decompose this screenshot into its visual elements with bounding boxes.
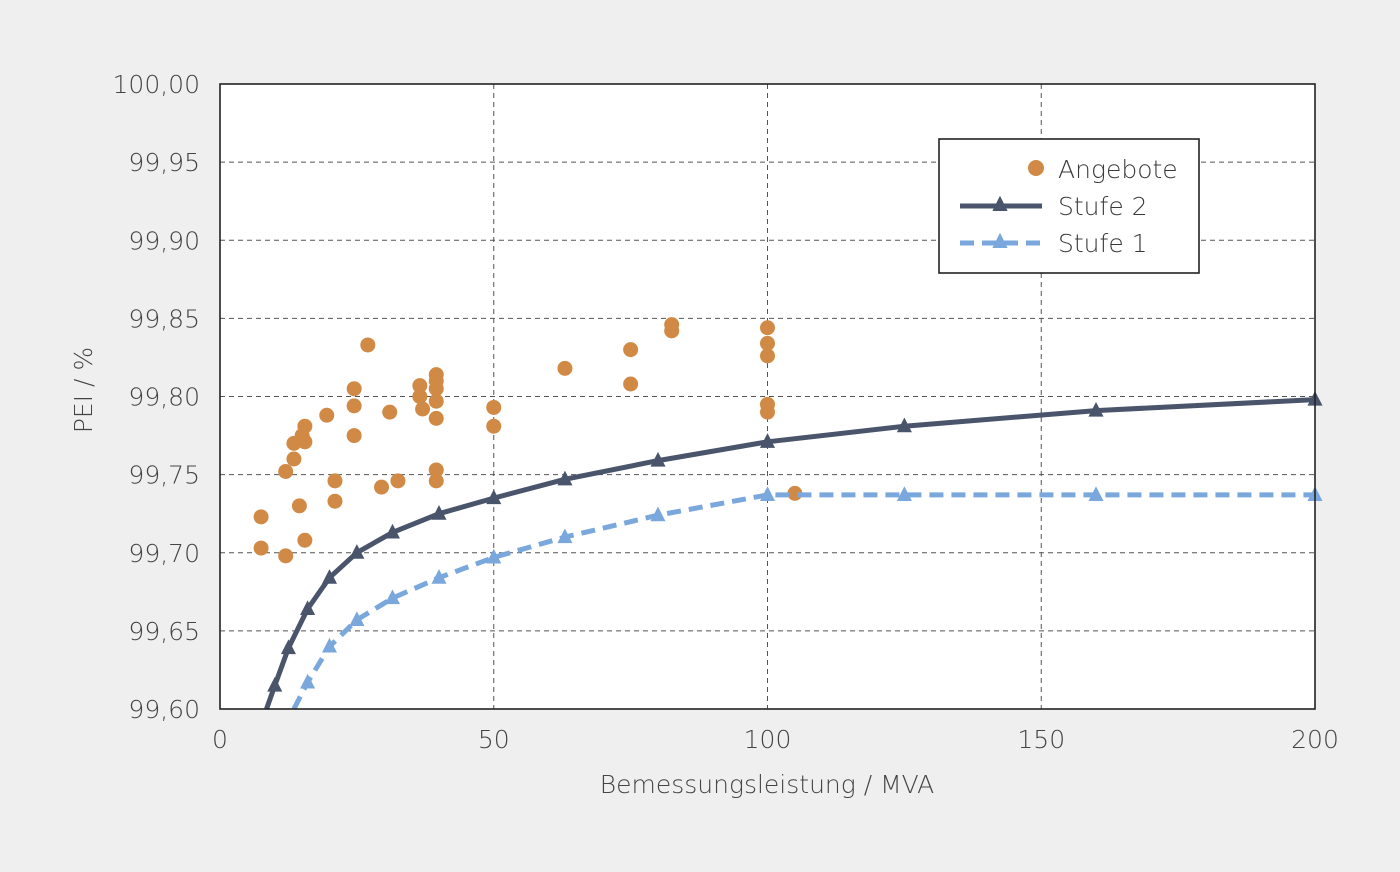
series-layer: [253, 317, 1323, 711]
scatter-point: [374, 479, 390, 495]
scatter-point: [278, 548, 294, 564]
line-marker: [321, 569, 338, 584]
scatter-point: [297, 532, 313, 548]
line-marker: [557, 470, 573, 486]
line-marker: [896, 486, 912, 501]
line-marker: [557, 528, 573, 544]
line-marker: [321, 637, 338, 653]
y-tick-label: 99,90: [128, 226, 200, 255]
legend-label-angebote: Angebote: [1058, 155, 1178, 184]
tick-labels: 0 50 100 150 200 99,60 99,65 99,70 99,75 99,80 99,…: [113, 70, 1339, 754]
scatter-point: [557, 360, 573, 376]
scatter-point: [346, 428, 362, 444]
line-marker: [349, 611, 365, 626]
series-1: [253, 317, 803, 564]
legend-label-stufe-2: Stufe 2: [1058, 192, 1148, 221]
scatter-point: [390, 473, 406, 489]
line-marker: [486, 489, 502, 505]
x-tick-label: 150: [1017, 725, 1065, 754]
scatter-point: [253, 540, 269, 556]
x-tick-label: 200: [1291, 725, 1339, 754]
line-marker: [759, 486, 776, 501]
line-marker: [431, 569, 447, 584]
scatter-point: [623, 342, 639, 358]
line-marker: [349, 544, 365, 559]
scatter-point: [291, 498, 307, 514]
series-3: [291, 486, 1323, 711]
scatter-point: [428, 381, 444, 397]
scatter-point: [428, 393, 444, 409]
line-marker: [1088, 486, 1104, 501]
scatter-point: [486, 399, 502, 415]
y-tick-label: 99,75: [128, 461, 200, 490]
line-marker: [300, 600, 316, 615]
scatter-point: [760, 320, 775, 336]
scatter-point: [428, 473, 444, 489]
scatter-point: [360, 337, 376, 353]
x-tick-label: 100: [744, 725, 792, 754]
scatter-point: [760, 335, 775, 351]
scatter-point: [382, 404, 398, 420]
line-marker: [431, 505, 447, 520]
line-marker: [280, 639, 296, 655]
line-marker: [650, 451, 666, 467]
y-tick-label: 99,70: [128, 539, 200, 568]
legend-marker-angebote: [1028, 160, 1044, 176]
y-tick-label: 99,60: [128, 695, 200, 724]
line-marker: [896, 417, 912, 433]
scatter-point: [412, 378, 428, 394]
line-marker: [384, 589, 400, 605]
y-tick-label: 100,00: [113, 70, 200, 99]
series-2: [264, 390, 1323, 710]
scatter-point: [428, 462, 444, 478]
x-tick-label: 50: [478, 725, 510, 754]
line-marker: [759, 433, 776, 448]
plot-frame: [219, 83, 1316, 710]
scatter-point: [664, 323, 680, 339]
scatter-point: [623, 376, 639, 392]
y-tick-label: 99,65: [128, 617, 200, 646]
line-marker: [1088, 401, 1104, 417]
legend: Angebote Stufe 2 Stufe 1: [938, 138, 1200, 274]
legend-label-stufe-1: Stufe 1: [1058, 229, 1148, 258]
scatter-point: [297, 418, 313, 434]
y-tick-label: 99,95: [128, 148, 200, 177]
scatter-point: [486, 418, 502, 434]
legend-marker-stufe-1: [992, 232, 1008, 248]
y-axis-title: PEI / %: [69, 347, 98, 433]
x-axis-title: Bemessungsleistung / MVA: [600, 770, 935, 799]
scatter-point: [346, 398, 362, 414]
y-tick-label: 99,85: [128, 304, 200, 333]
scatter-point: [412, 389, 428, 404]
line-marker: [486, 548, 502, 564]
scatter-point: [760, 404, 775, 420]
legend-marker-stufe-2: [992, 195, 1008, 211]
line-marker: [650, 506, 666, 522]
scatter-point: [346, 381, 362, 397]
scatter-point: [253, 509, 269, 525]
scatter-point: [286, 451, 302, 467]
line-marker: [384, 523, 400, 539]
x-tick-label: 0: [212, 725, 228, 754]
scatter-point: [760, 348, 775, 364]
scatter-point: [327, 493, 343, 509]
scatter-point: [428, 410, 444, 426]
scatter-point: [319, 407, 335, 423]
scatter-point: [297, 434, 313, 450]
line-marker: [267, 676, 283, 692]
scatter-point: [278, 464, 294, 479]
scatter-point: [415, 401, 431, 417]
y-tick-label: 99,80: [128, 383, 200, 412]
scatter-point: [327, 473, 343, 489]
line-marker: [300, 673, 316, 689]
